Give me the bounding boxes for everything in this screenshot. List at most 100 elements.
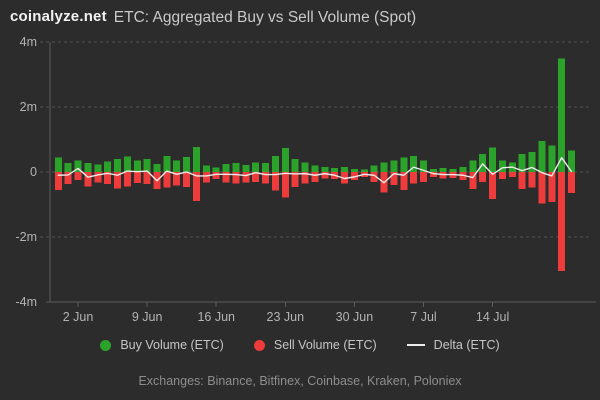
buy-bar[interactable] bbox=[538, 141, 546, 172]
sell-bar[interactable] bbox=[94, 172, 102, 183]
sell-bar[interactable] bbox=[133, 172, 141, 184]
buy-bar[interactable] bbox=[173, 160, 181, 172]
sell-bar[interactable] bbox=[429, 172, 437, 177]
buy-bar[interactable] bbox=[114, 159, 122, 172]
sell-bar[interactable] bbox=[321, 172, 329, 179]
buy-bar[interactable] bbox=[94, 164, 102, 172]
sell-bar[interactable] bbox=[192, 172, 200, 201]
buy-bar[interactable] bbox=[449, 168, 457, 172]
buy-bar[interactable] bbox=[518, 153, 526, 172]
buy-bar[interactable] bbox=[558, 58, 566, 173]
sell-bar[interactable] bbox=[242, 172, 250, 183]
buy-bar[interactable] bbox=[143, 159, 151, 172]
sell-bar[interactable] bbox=[350, 172, 358, 181]
buy-bar[interactable] bbox=[489, 147, 497, 172]
sell-bar[interactable] bbox=[123, 172, 131, 187]
buy-bar[interactable] bbox=[163, 155, 171, 172]
buy-bar[interactable] bbox=[419, 160, 427, 172]
buy-bar[interactable] bbox=[271, 156, 279, 172]
buy-bar[interactable] bbox=[548, 145, 556, 172]
sell-bar[interactable] bbox=[222, 172, 230, 183]
buy-bar[interactable] bbox=[202, 165, 210, 173]
buy-bar[interactable] bbox=[183, 157, 191, 172]
buy-bar[interactable] bbox=[74, 160, 82, 172]
sell-bar[interactable] bbox=[538, 172, 546, 204]
buy-bar[interactable] bbox=[400, 157, 408, 172]
buy-bar[interactable] bbox=[311, 165, 319, 173]
buy-bar[interactable] bbox=[439, 168, 447, 172]
buy-bar[interactable] bbox=[104, 161, 112, 172]
sell-bar[interactable] bbox=[489, 172, 497, 199]
buy-bar[interactable] bbox=[331, 168, 339, 172]
legend-item-buy[interactable]: Buy Volume (ETC) bbox=[100, 338, 224, 352]
sell-bar[interactable] bbox=[163, 172, 171, 188]
buy-bar[interactable] bbox=[232, 162, 240, 172]
sell-bar[interactable] bbox=[479, 172, 487, 183]
sell-bar[interactable] bbox=[419, 172, 427, 182]
buy-bar[interactable] bbox=[153, 163, 161, 172]
buy-bar[interactable] bbox=[360, 169, 368, 172]
buy-bar[interactable] bbox=[410, 155, 418, 172]
sell-bar[interactable] bbox=[252, 172, 260, 183]
sell-bar[interactable] bbox=[508, 172, 516, 177]
sell-bar[interactable] bbox=[212, 172, 220, 179]
buy-bar[interactable] bbox=[84, 162, 92, 172]
buy-bar[interactable] bbox=[281, 147, 289, 172]
sell-bar[interactable] bbox=[271, 172, 279, 191]
sell-bar[interactable] bbox=[390, 172, 398, 185]
logo[interactable]: coinalyze.net bbox=[10, 8, 107, 25]
sell-bar[interactable] bbox=[410, 172, 418, 184]
buy-bar[interactable] bbox=[133, 160, 141, 172]
buy-bar[interactable] bbox=[498, 160, 506, 172]
buy-bar[interactable] bbox=[380, 162, 388, 172]
sell-bar[interactable] bbox=[183, 172, 191, 187]
buy-bar[interactable] bbox=[301, 162, 309, 172]
sell-bar[interactable] bbox=[548, 172, 556, 203]
buy-bar[interactable] bbox=[54, 157, 62, 172]
buy-bar[interactable] bbox=[459, 167, 467, 172]
sell-bar[interactable] bbox=[104, 172, 112, 185]
buy-bar[interactable] bbox=[321, 167, 329, 172]
sell-bar[interactable] bbox=[400, 172, 408, 190]
buy-bar[interactable] bbox=[429, 168, 437, 172]
sell-bar[interactable] bbox=[370, 172, 378, 182]
sell-bar[interactable] bbox=[518, 172, 526, 189]
buy-bar[interactable] bbox=[469, 160, 477, 172]
sell-bar[interactable] bbox=[232, 172, 240, 184]
buy-bar[interactable] bbox=[242, 164, 250, 172]
sell-bar[interactable] bbox=[64, 172, 72, 185]
sell-bar[interactable] bbox=[568, 172, 576, 194]
sell-bar[interactable] bbox=[281, 172, 289, 198]
sell-bar[interactable] bbox=[173, 172, 181, 186]
buy-bar[interactable] bbox=[568, 150, 576, 172]
sell-bar[interactable] bbox=[262, 172, 270, 184]
sell-bar[interactable] bbox=[528, 172, 536, 188]
sell-bar[interactable] bbox=[558, 172, 566, 272]
buy-bar[interactable] bbox=[212, 167, 220, 172]
buy-bar[interactable] bbox=[262, 163, 270, 172]
sell-bar[interactable] bbox=[291, 172, 299, 187]
buy-bar[interactable] bbox=[390, 160, 398, 172]
legend-item-sell[interactable]: Sell Volume (ETC) bbox=[253, 338, 377, 352]
buy-bar[interactable] bbox=[341, 167, 349, 172]
buy-bar[interactable] bbox=[370, 165, 378, 173]
sell-bar[interactable] bbox=[469, 172, 477, 189]
sell-bar[interactable] bbox=[54, 172, 62, 190]
buy-bar[interactable] bbox=[64, 162, 72, 172]
buy-bar[interactable] bbox=[528, 152, 536, 172]
sell-bar[interactable] bbox=[74, 172, 82, 180]
buy-bar[interactable] bbox=[479, 153, 487, 172]
sell-bar[interactable] bbox=[459, 172, 467, 181]
sell-bar[interactable] bbox=[143, 172, 151, 185]
buy-bar[interactable] bbox=[350, 168, 358, 172]
buy-bar[interactable] bbox=[222, 163, 230, 172]
buy-bar[interactable] bbox=[291, 159, 299, 172]
sell-bar[interactable] bbox=[301, 172, 309, 184]
buy-bar[interactable] bbox=[192, 146, 200, 172]
sell-bar[interactable] bbox=[202, 172, 210, 183]
sell-bar[interactable] bbox=[84, 172, 92, 187]
sell-bar[interactable] bbox=[498, 172, 506, 180]
legend-item-delta[interactable]: Delta (ETC) bbox=[406, 338, 500, 352]
sell-bar[interactable] bbox=[341, 172, 349, 184]
